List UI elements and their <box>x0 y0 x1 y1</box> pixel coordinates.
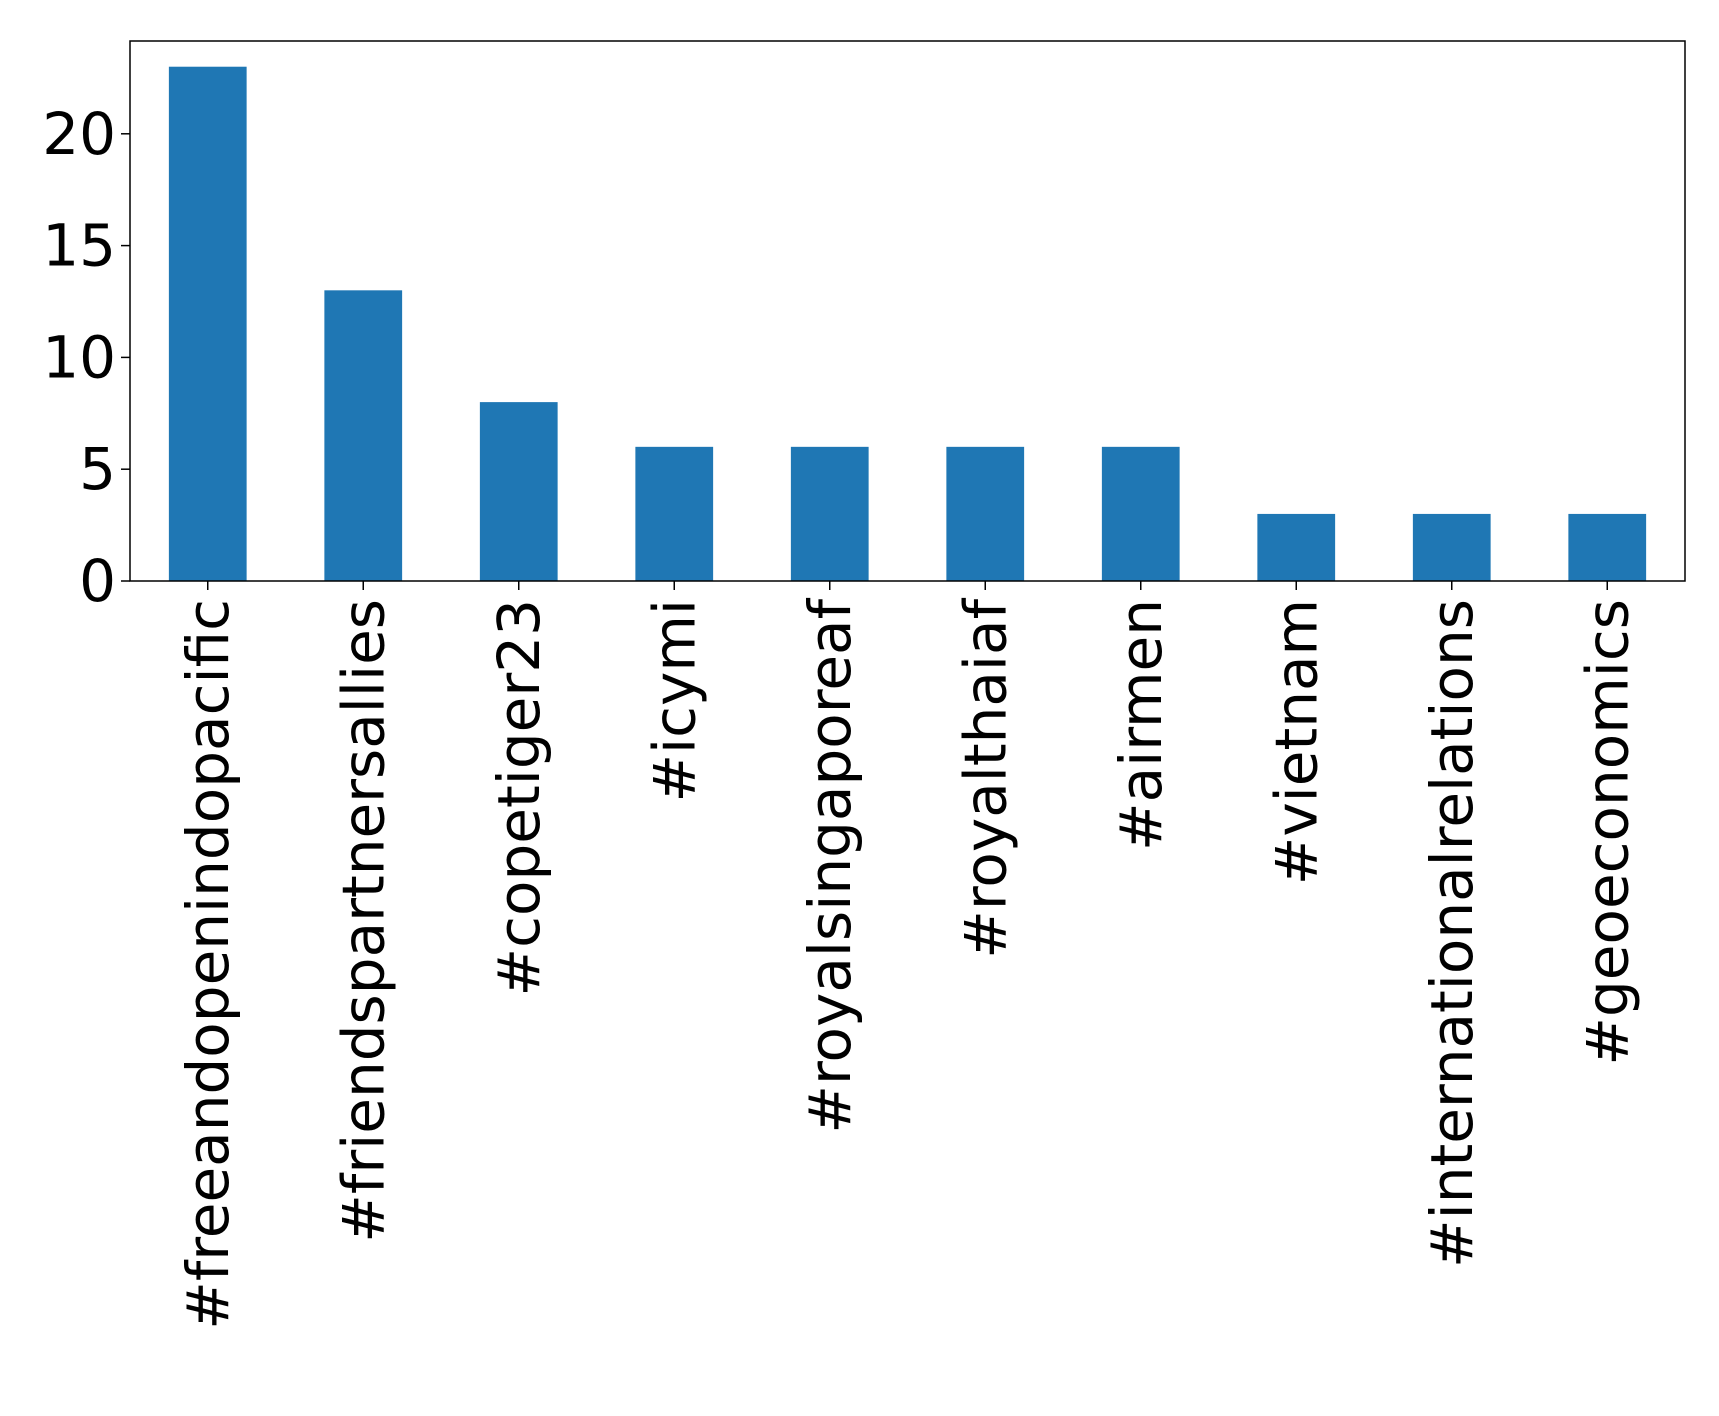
y-tick-label: 20 <box>42 100 116 168</box>
x-tick-label: #royalsingaporeaf <box>796 597 864 1133</box>
x-tick-label: #internationalrelations <box>1418 599 1486 1268</box>
bar <box>479 402 558 581</box>
bar <box>1101 446 1180 581</box>
x-tick-label: #icymi <box>640 599 708 803</box>
bar <box>1568 513 1647 581</box>
x-tick-label: #vietnam <box>1262 599 1330 885</box>
x-axis: #freeandopenindopacific #friendspartnersa… <box>174 581 1641 1330</box>
bar <box>168 66 247 581</box>
y-axis: 0 5 10 15 20 <box>42 100 130 615</box>
y-tick-label: 5 <box>79 435 116 503</box>
y-tick-label: 0 <box>79 547 116 615</box>
x-tick-label: #copetiger23 <box>485 599 553 996</box>
y-tick-label: 15 <box>42 212 116 280</box>
bar <box>1257 513 1336 581</box>
x-tick-label: #airmen <box>1107 599 1175 851</box>
plot-frame <box>129 40 1686 582</box>
bar <box>1412 513 1491 581</box>
bars-group <box>168 66 1647 581</box>
bar <box>946 446 1025 581</box>
x-tick-label: #friendspartnersallies <box>329 599 397 1243</box>
bar <box>790 446 869 581</box>
x-tick-label: #geoeconomics <box>1573 599 1641 1066</box>
bar <box>324 290 403 581</box>
bar <box>635 446 714 581</box>
x-tick-label: #freeandopenindopacific <box>174 599 242 1330</box>
y-tick-label: 10 <box>42 323 116 391</box>
x-tick-label: #royalthaiaf <box>951 597 1019 958</box>
